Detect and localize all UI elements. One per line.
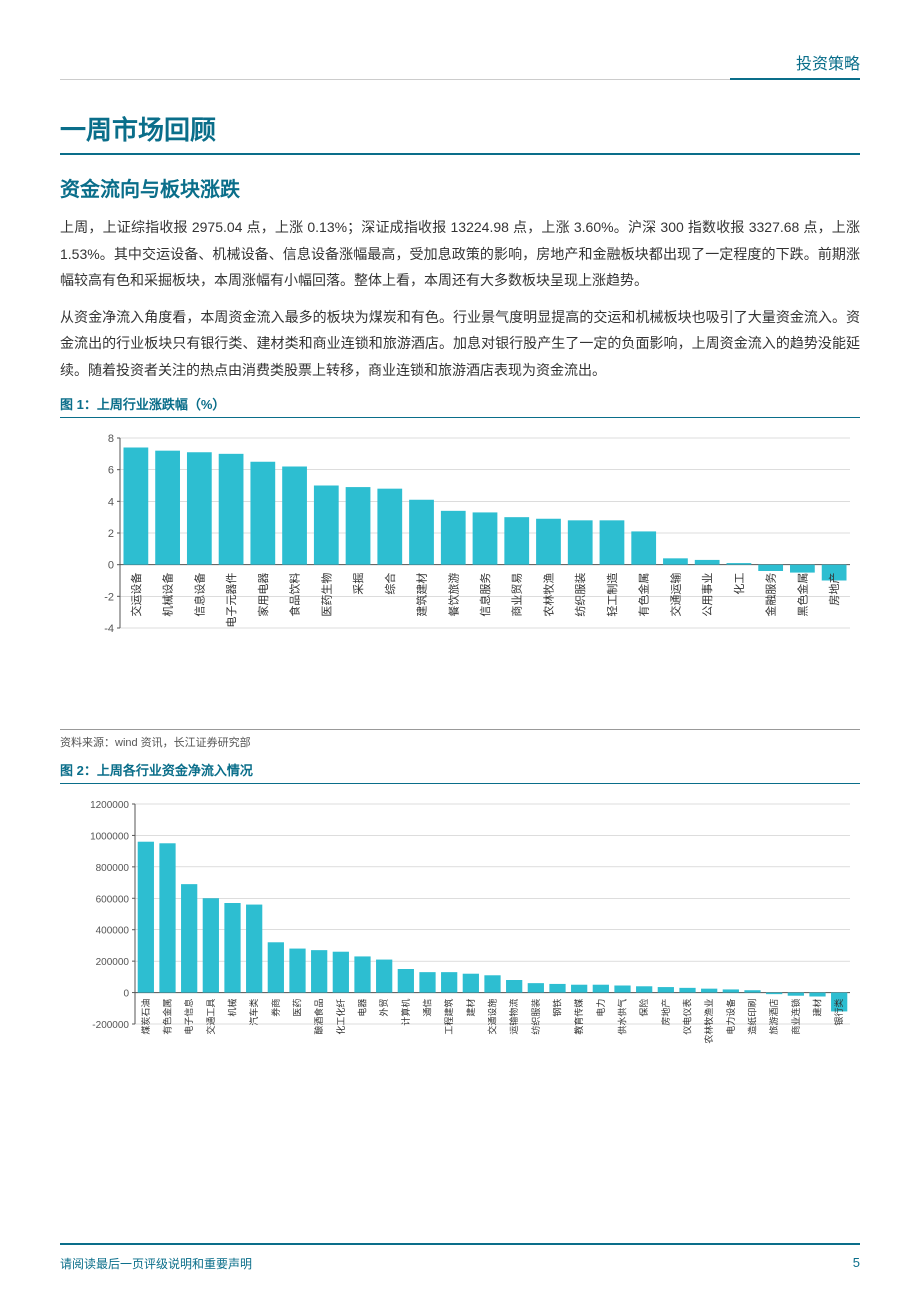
- svg-text:商业贸易: 商业贸易: [510, 572, 524, 616]
- paragraph-2: 从资金净流入角度看，本周资金流入最多的板块为煤炭和有色。行业景气度明显提高的交运…: [60, 304, 860, 384]
- svg-text:房地产: 房地产: [660, 998, 671, 1025]
- svg-text:钢铁: 钢铁: [552, 998, 563, 1016]
- svg-text:运输物流: 运输物流: [508, 998, 519, 1034]
- svg-text:600000: 600000: [96, 894, 130, 905]
- section-title: 一周市场回顾: [60, 110, 860, 155]
- svg-text:机械: 机械: [227, 998, 238, 1016]
- svg-text:电子信息: 电子信息: [183, 998, 194, 1034]
- svg-text:通信: 通信: [422, 998, 433, 1016]
- svg-text:旅游酒店: 旅游酒店: [768, 998, 779, 1034]
- header-category: 投资策略: [730, 50, 860, 80]
- svg-text:0: 0: [123, 988, 129, 999]
- paragraph-1: 上周，上证综指收报 2975.04 点，上涨 0.13%；深证成指收报 1322…: [60, 214, 860, 294]
- svg-text:纺织服装: 纺织服装: [530, 998, 541, 1034]
- footer-text: 请阅读最后一页评级说明和重要声明: [60, 1255, 252, 1272]
- svg-text:金融服务: 金融服务: [764, 572, 778, 616]
- svg-text:黑色金属: 黑色金属: [795, 572, 809, 616]
- svg-text:电力: 电力: [595, 998, 606, 1016]
- svg-text:交运设备: 交运设备: [129, 572, 143, 616]
- svg-text:供水供气: 供水供气: [617, 998, 628, 1034]
- chart2: -200000 0 200000 400000 600000 800000 1000000 1…: [60, 794, 860, 1099]
- svg-text:外贸: 外贸: [378, 998, 389, 1016]
- svg-text:农林牧渔: 农林牧渔: [541, 572, 555, 616]
- chart1-source: 资料来源：wind 资讯，长江证券研究部: [60, 729, 860, 750]
- svg-text:券商: 券商: [270, 998, 281, 1016]
- svg-text:建材: 建材: [465, 998, 476, 1016]
- svg-text:计算机: 计算机: [400, 998, 411, 1025]
- svg-text:交通设施: 交通设施: [487, 998, 498, 1034]
- svg-text:交通运输: 交通运输: [668, 572, 682, 616]
- svg-text:交通工具: 交通工具: [205, 998, 216, 1034]
- page-number: 5: [853, 1255, 860, 1272]
- figure1-title: 图 1：上周行业涨跌幅（%）: [60, 394, 860, 418]
- svg-text:化工: 化工: [732, 572, 746, 594]
- svg-text:0: 0: [108, 559, 114, 571]
- svg-text:建材: 建材: [812, 998, 823, 1016]
- svg-text:6: 6: [108, 464, 114, 476]
- svg-text:食品饮料: 食品饮料: [288, 572, 302, 616]
- chart1-svg: -4 -2 0 2 4 6 8 交运设备 机械设备 信息设备 电子元器件 家用电器 食品饮料 医药生物 采掘…: [60, 428, 860, 718]
- svg-text:信息服务: 信息服务: [478, 572, 492, 616]
- svg-text:-200000: -200000: [92, 1020, 129, 1031]
- svg-text:保险: 保险: [638, 998, 649, 1016]
- svg-text:医药生物: 医药生物: [319, 572, 333, 616]
- svg-text:有色金属: 有色金属: [637, 572, 651, 616]
- svg-text:1200000: 1200000: [90, 800, 129, 811]
- svg-text:1000000: 1000000: [90, 831, 129, 842]
- svg-text:餐饮旅游: 餐饮旅游: [446, 572, 460, 616]
- figure2-title: 图 2：上周各行业资金净流入情况: [60, 760, 860, 784]
- svg-text:酿酒食品: 酿酒食品: [313, 998, 324, 1034]
- svg-text:化工化纤: 化工化纤: [335, 998, 346, 1034]
- svg-text:信息设备: 信息设备: [192, 572, 206, 616]
- svg-text:造纸印刷: 造纸印刷: [747, 998, 758, 1034]
- svg-text:机械设备: 机械设备: [161, 572, 175, 616]
- page-footer: 请阅读最后一页评级说明和重要声明 5: [60, 1243, 860, 1272]
- svg-text:8: 8: [108, 433, 114, 445]
- svg-text:仪电仪表: 仪电仪表: [682, 998, 693, 1034]
- svg-text:银行类: 银行类: [833, 998, 844, 1025]
- svg-text:房地产: 房地产: [827, 572, 841, 605]
- chart2-svg: -200000 0 200000 400000 600000 800000 1000000 1…: [60, 794, 860, 1094]
- svg-text:家用电器: 家用电器: [256, 572, 270, 616]
- svg-text:建筑建材: 建筑建材: [415, 572, 429, 616]
- svg-text:200000: 200000: [96, 957, 130, 968]
- svg-text:400000: 400000: [96, 925, 130, 936]
- svg-text:纺织服装: 纺织服装: [573, 572, 587, 616]
- svg-text:2: 2: [108, 528, 114, 540]
- svg-text:煤炭石油: 煤炭石油: [140, 998, 151, 1034]
- svg-text:综合: 综合: [383, 572, 397, 594]
- svg-text:有色金属: 有色金属: [162, 998, 173, 1034]
- svg-text:轻工制造: 轻工制造: [605, 572, 619, 616]
- svg-text:公用事业: 公用事业: [701, 572, 714, 616]
- svg-text:农林牧渔业: 农林牧渔业: [703, 998, 714, 1043]
- svg-text:-2: -2: [104, 591, 114, 603]
- svg-text:医药: 医药: [293, 998, 303, 1016]
- svg-text:教育传媒: 教育传媒: [573, 998, 584, 1034]
- chart1: -4 -2 0 2 4 6 8 交运设备 机械设备 信息设备 电子元器件 家用电器 食品饮料 医药生物 采掘…: [60, 428, 860, 723]
- section-subtitle: 资金流向与板块涨跌: [60, 173, 860, 202]
- svg-text:商业连锁: 商业连锁: [790, 998, 801, 1034]
- svg-text:电力设备: 电力设备: [725, 998, 736, 1034]
- svg-text:电器: 电器: [357, 998, 368, 1016]
- svg-text:采掘: 采掘: [351, 572, 365, 594]
- svg-text:汽车类: 汽车类: [248, 998, 259, 1025]
- svg-text:800000: 800000: [96, 862, 130, 873]
- svg-text:-4: -4: [104, 623, 114, 635]
- svg-text:工程建筑: 工程建筑: [443, 998, 454, 1034]
- svg-text:电子元器件: 电子元器件: [225, 572, 238, 627]
- svg-text:4: 4: [108, 496, 114, 508]
